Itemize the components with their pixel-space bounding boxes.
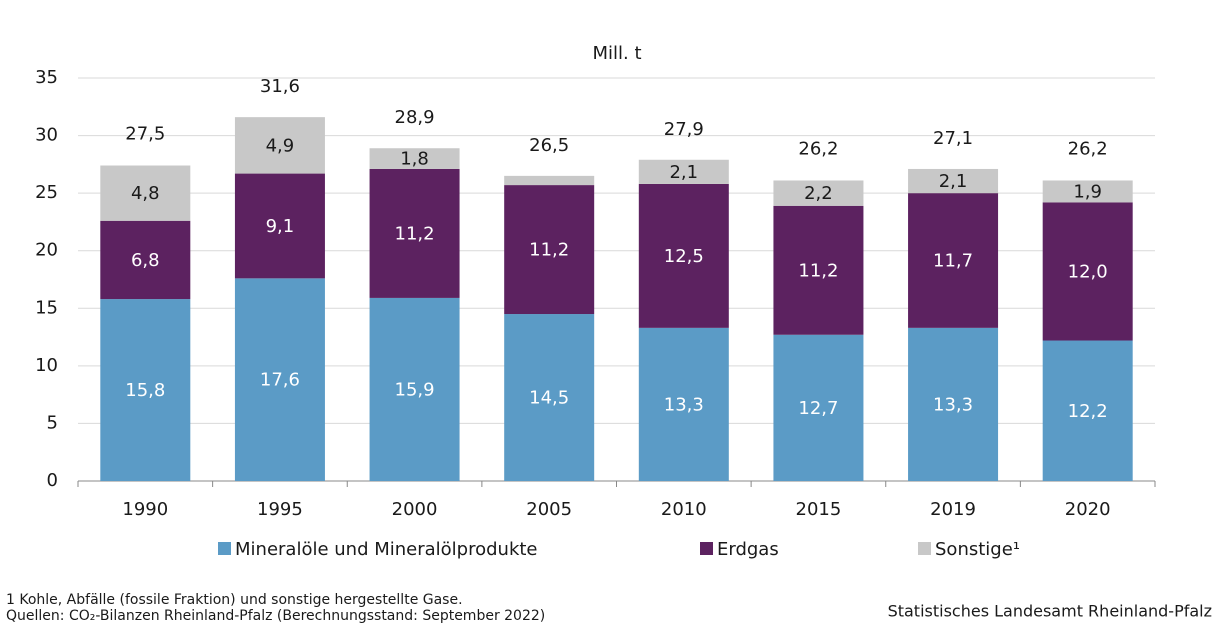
bar-segment: [908, 327, 999, 481]
bar-segment: [504, 314, 595, 481]
bar-segment: [638, 159, 729, 184]
bar-segment: [369, 297, 460, 481]
legend-swatch: [918, 542, 931, 555]
x-tick-label: 2020: [1065, 499, 1111, 520]
y-tick-label: 15: [35, 297, 58, 318]
value-label: 15,8: [125, 380, 165, 401]
value-label: 14,5: [529, 388, 569, 409]
value-label: 12,2: [1068, 401, 1108, 422]
y-tick-label: 10: [35, 355, 58, 376]
bar-segment: [773, 205, 864, 335]
value-label: 4,8: [131, 183, 160, 204]
bar-segment: [369, 168, 460, 298]
y-tick-label: 20: [35, 240, 58, 261]
value-label: 1,8: [400, 149, 429, 170]
legend-label: Erdgas: [717, 539, 779, 560]
bar-segment: [1042, 340, 1133, 481]
value-label: 11,2: [529, 240, 569, 261]
value-label: 17,6: [260, 370, 300, 391]
bar-segment: [504, 175, 595, 186]
bar-segment: [234, 278, 325, 481]
bar-segment: [638, 327, 729, 481]
legend-swatch: [700, 542, 713, 555]
y-tick-label: 30: [35, 125, 58, 146]
value-label: 12,0: [1068, 261, 1108, 282]
value-label: 4,9: [266, 135, 295, 156]
y-tick-label: 5: [47, 412, 58, 433]
bar-segment: [369, 148, 460, 169]
value-label: 15,9: [395, 379, 435, 400]
y-tick-label: 35: [35, 67, 58, 88]
total-label: 26,2: [1068, 138, 1108, 159]
legend-label: Sonstige¹: [935, 539, 1020, 560]
bar-segment: [100, 220, 191, 300]
total-label: 27,1: [933, 128, 973, 149]
value-label: 13,3: [933, 394, 973, 415]
x-tick-label: 1990: [122, 499, 168, 520]
y-tick-label: 0: [47, 470, 58, 491]
bar-segment: [773, 334, 864, 481]
bar-segment: [908, 168, 999, 194]
bar-segment: [773, 180, 864, 206]
bar-segment: [234, 117, 325, 174]
value-label: 2,1: [939, 171, 968, 192]
y-tick-label: 25: [35, 182, 58, 203]
bar-segment: [100, 299, 191, 481]
unit-label: Mill. t: [592, 43, 641, 64]
value-label: 11,7: [933, 251, 973, 272]
legend-label: Mineralöle und Mineralölprodukte: [235, 539, 538, 560]
footnote: 1 Kohle, Abfälle (fossile Fraktion) und …: [6, 592, 463, 608]
value-label: 11,2: [798, 260, 838, 281]
total-label: 31,6: [260, 76, 300, 97]
publisher: Statistisches Landesamt Rheinland-Pfalz: [888, 602, 1212, 621]
value-label: 1,9: [1073, 181, 1102, 202]
total-label: 26,5: [529, 135, 569, 156]
x-tick-label: 2000: [392, 499, 438, 520]
source: Quellen: CO₂-Bilanzen Rheinland-Pfalz (B…: [6, 608, 545, 623]
value-label: 9,1: [266, 216, 295, 237]
total-label: 27,5: [125, 123, 165, 144]
total-label: 26,2: [798, 138, 838, 159]
x-tick-label: 2010: [661, 499, 707, 520]
value-label: 13,3: [664, 394, 704, 415]
bar-segment: [638, 183, 729, 328]
x-tick-label: 2015: [796, 499, 842, 520]
value-label: 2,1: [669, 162, 698, 183]
value-label: 11,2: [395, 223, 435, 244]
bar-segment: [1042, 202, 1133, 341]
total-label: 27,9: [664, 119, 704, 140]
x-tick-label: 1995: [257, 499, 303, 520]
bar-segment: [100, 165, 191, 221]
x-tick-label: 2005: [526, 499, 572, 520]
value-label: 6,8: [131, 250, 160, 271]
value-label: 12,5: [664, 246, 704, 267]
bar-segment: [908, 193, 999, 328]
value-label: 2,2: [804, 183, 833, 204]
bar-segment: [1042, 180, 1133, 203]
total-label: 28,9: [395, 107, 435, 128]
value-label: 12,7: [798, 398, 838, 419]
legend-swatch: [218, 542, 231, 555]
bar-segment: [504, 185, 595, 315]
x-tick-label: 2019: [930, 499, 976, 520]
bar-segment: [234, 173, 325, 279]
